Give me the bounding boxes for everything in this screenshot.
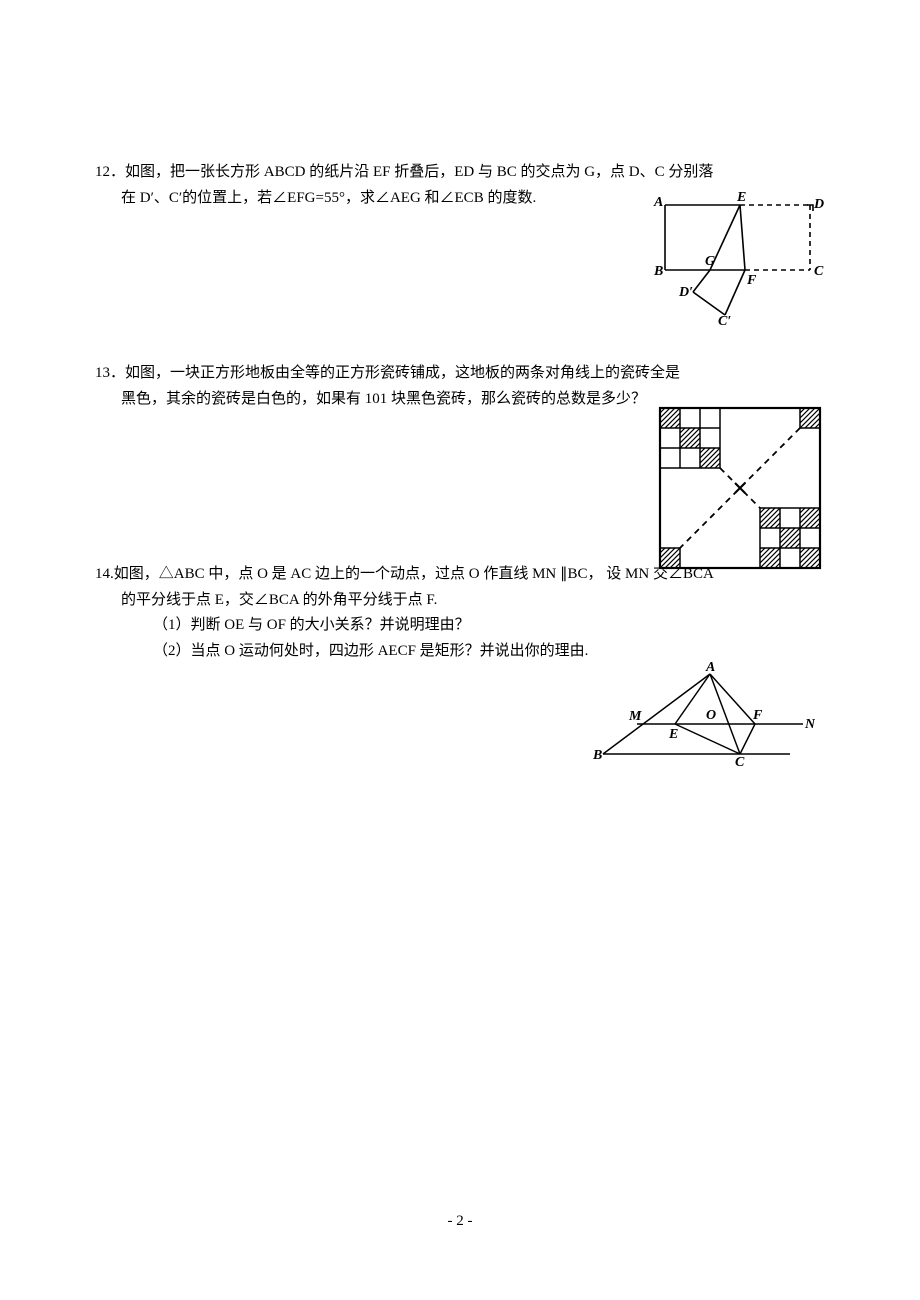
svg-text:F: F bbox=[746, 273, 757, 288]
problem-14: 14.如图，△ABC 中，点 O 是 AC 边上的一个动点，过点 O 作直线 M… bbox=[95, 562, 825, 664]
svg-text:M: M bbox=[628, 709, 642, 724]
problem-12: 12．如图，把一张长方形 ABCD 的纸片沿 EF 折叠后，ED 与 BC 的交… bbox=[95, 160, 825, 211]
problem-13: 13．如图，一块正方形地板由全等的正方形瓷砖铺成，这地板的两条对角线上的瓷砖全是… bbox=[95, 361, 825, 412]
problem-13-line1: 如图，一块正方形地板由全等的正方形瓷砖铺成，这地板的两条对角线上的瓷砖全是 bbox=[125, 365, 680, 381]
svg-text:D′: D′ bbox=[678, 285, 693, 300]
problem-14-sub2: （2）当点 O 运动何处时，四边形 AECF 是矩形？并说出你的理由. bbox=[95, 639, 825, 665]
svg-text:B: B bbox=[653, 264, 663, 279]
svg-text:N: N bbox=[804, 717, 815, 732]
svg-text:G: G bbox=[705, 254, 715, 269]
page-number: - 2 - bbox=[0, 1213, 920, 1230]
svg-text:C: C bbox=[735, 755, 745, 767]
page-container: 12．如图，把一张长方形 ABCD 的纸片沿 EF 折叠后，ED 与 BC 的交… bbox=[0, 0, 920, 664]
problem-13-figure bbox=[655, 403, 825, 571]
svg-text:A: A bbox=[653, 195, 663, 210]
problem-14-sub1: （1）判断 OE 与 OF 的大小关系？并说明理由？ bbox=[95, 613, 825, 639]
svg-text:F: F bbox=[752, 708, 763, 723]
svg-text:A: A bbox=[705, 662, 715, 675]
problem-12-number: 12． bbox=[95, 164, 125, 180]
svg-text:C′: C′ bbox=[718, 314, 731, 325]
problem-14-line1: 如图，△ABC 中，点 O 是 AC 边上的一个动点，过点 O 作直线 MN ∥… bbox=[114, 566, 714, 582]
svg-text:C: C bbox=[814, 264, 824, 279]
svg-text:O: O bbox=[706, 708, 716, 723]
problem-14-text: 14.如图，△ABC 中，点 O 是 AC 边上的一个动点，过点 O 作直线 M… bbox=[95, 562, 825, 588]
problem-12-line1: 如图，把一张长方形 ABCD 的纸片沿 EF 折叠后，ED 与 BC 的交点为 … bbox=[125, 164, 713, 180]
problem-14-line2: 的平分线于点 E，交∠BCA 的外角平分线于点 F. bbox=[95, 588, 825, 614]
problem-14-figure: A B C M E O F N bbox=[585, 662, 815, 767]
triangle-diagram-svg: A B C M E O F N bbox=[585, 662, 815, 767]
svg-text:E: E bbox=[736, 190, 746, 205]
problem-13-number: 13． bbox=[95, 365, 125, 381]
svg-text:E: E bbox=[668, 727, 678, 742]
tile-diagram-svg bbox=[655, 403, 825, 571]
svg-text:B: B bbox=[592, 748, 602, 763]
problem-12-text: 12．如图，把一张长方形 ABCD 的纸片沿 EF 折叠后，ED 与 BC 的交… bbox=[95, 160, 825, 186]
problem-12-figure: A E D B G F C D′ C′ bbox=[645, 190, 825, 325]
problem-14-number: 14. bbox=[95, 566, 114, 582]
svg-text:D: D bbox=[813, 197, 824, 212]
fold-diagram-svg: A E D B G F C D′ C′ bbox=[645, 190, 825, 325]
problem-13-text: 13．如图，一块正方形地板由全等的正方形瓷砖铺成，这地板的两条对角线上的瓷砖全是 bbox=[95, 361, 825, 387]
